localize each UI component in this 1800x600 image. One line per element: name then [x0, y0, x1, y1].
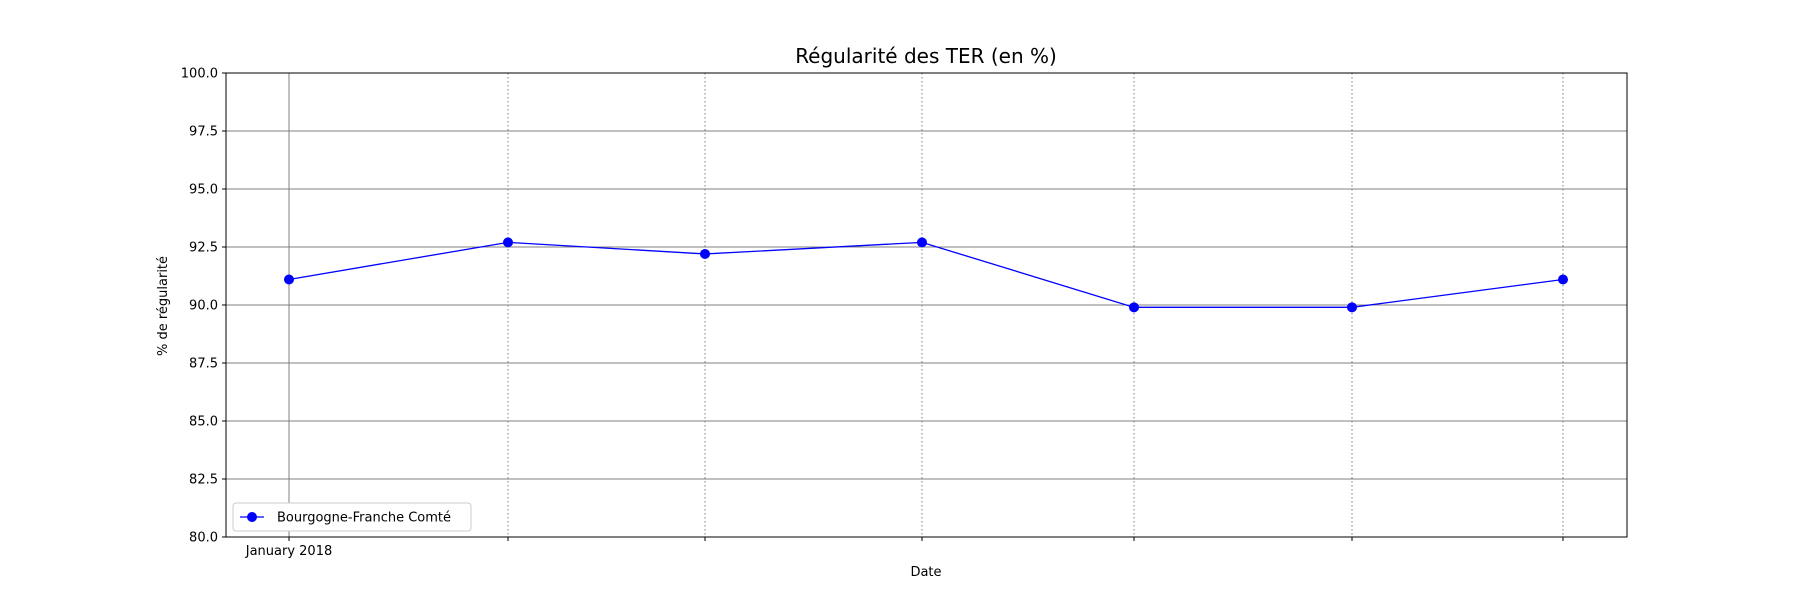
chart-title: Régularité des TER (en %) [795, 44, 1057, 68]
data-point [1347, 302, 1357, 313]
x-axis-label: Date [910, 565, 941, 580]
data-point [917, 237, 927, 248]
y-tick-label: 92.5 [189, 241, 218, 256]
y-tick-label: 80.0 [189, 531, 218, 546]
y-tick-label: 97.5 [189, 125, 218, 140]
legend-box [232, 502, 472, 532]
tick-layer: 80.0 82.5 85.0 87.5 90.0 92.5 95.0 97.5 100.0 Jan… [181, 67, 1564, 559]
legend-label: Bourgogne-Franche Comté [277, 511, 451, 526]
y-axis-label: % de régularité [156, 256, 171, 356]
y-tick-label: 90.0 [189, 299, 218, 314]
data-point [284, 274, 294, 285]
x-tick-label: January 2018 [245, 544, 333, 559]
data-point [1558, 274, 1568, 285]
y-tick-label: 95.0 [189, 183, 218, 198]
data-point [1129, 302, 1139, 313]
data-point [700, 248, 710, 259]
legend-marker-swatch [247, 512, 257, 522]
series-layer [284, 237, 1568, 313]
y-tick-label: 87.5 [189, 357, 218, 372]
plot-area-frame [225, 72, 1628, 538]
legend: Bourgogne-Franche Comté [232, 502, 472, 532]
y-tick-label: 82.5 [189, 473, 218, 488]
data-point [503, 237, 513, 248]
y-tick-label: 100.0 [181, 67, 218, 82]
y-tick-label: 85.0 [189, 415, 218, 430]
